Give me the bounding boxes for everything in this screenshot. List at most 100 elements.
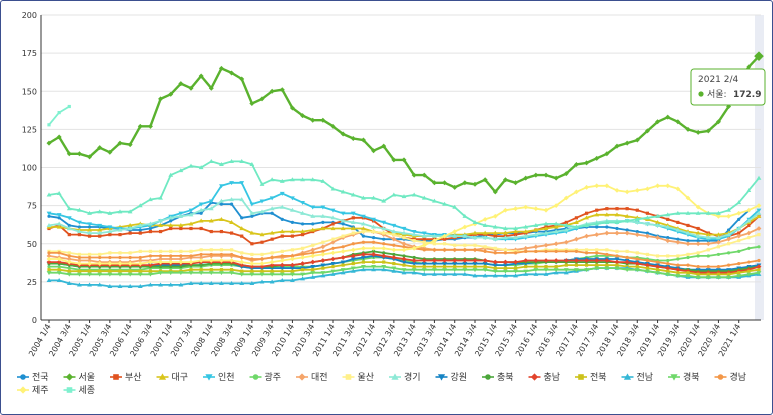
series-line [48,201,750,242]
series-세종-2 [46,159,762,231]
data-point [330,256,336,262]
legend-item[interactable]: 경기 [389,371,421,383]
data-point [533,271,539,276]
data-point [179,226,183,231]
legend-item[interactable]: 경남 [714,371,747,383]
data-point [645,252,650,257]
data-point [198,202,204,207]
y-tick-label: 200 [22,11,37,20]
data-point [371,249,376,253]
data-point [128,251,132,255]
legend-item[interactable]: 제주 [17,385,49,396]
data-point [199,226,203,231]
data-point [483,245,487,249]
data-point [46,192,52,197]
legend-marker [391,373,399,380]
data-point [462,271,468,276]
data-point [199,263,203,267]
data-point [208,271,214,276]
data-point [706,265,710,269]
data-point [624,268,630,273]
data-point [310,274,316,279]
data-point [209,268,213,272]
data-point [260,252,264,257]
data-point [533,258,539,263]
legend-marker [578,374,584,380]
data-point [229,197,234,202]
legend-label: 제주 [32,385,49,396]
data-point [361,252,366,257]
data-point [553,224,559,229]
data-point [615,254,619,258]
data-point [229,159,234,163]
legend-item[interactable]: 광주 [249,371,282,383]
legend-item[interactable]: 충북 [482,372,514,383]
data-point [331,265,335,269]
data-point [199,252,203,257]
data-point [219,216,224,221]
data-point [260,240,264,244]
legend-label: 서울 [79,372,96,383]
data-point [381,220,387,225]
legend-item[interactable]: 강원 [435,372,468,383]
data-point [432,271,437,276]
legend-item[interactable]: 대구 [156,372,189,383]
data-point [523,269,529,274]
legend-item[interactable]: 경북 [668,371,700,383]
data-point [67,104,71,109]
tooltip-value: 172.9 [733,90,761,100]
series-경북 [46,265,762,280]
data-point [259,272,265,277]
data-point [168,282,174,287]
data-point [563,270,569,275]
legend-item[interactable]: 전남 [621,372,654,383]
data-point [421,195,427,200]
legend-item[interactable]: 전북 [575,372,607,383]
data-point [574,189,579,195]
data-point [351,261,355,266]
data-point [401,247,407,253]
legend-label: 전북 [590,372,607,383]
data-point [584,263,589,267]
legend-item[interactable]: 인천 [203,372,235,383]
data-point [67,223,71,228]
data-point [553,241,559,247]
data-point [624,189,630,195]
data-point [605,263,609,267]
legend-item[interactable]: 부산 [110,372,142,383]
data-point [695,210,701,215]
data-point [442,268,447,273]
data-point [97,227,103,232]
data-point [188,271,194,276]
data-point [533,206,539,212]
data-point [148,282,153,287]
data-point [564,249,568,253]
data-point [482,268,488,273]
data-point [695,204,701,210]
data-point [685,274,691,279]
legend-item[interactable]: 울산 [342,372,375,383]
data-point [321,266,325,270]
data-point [543,242,549,248]
data-point [118,269,122,273]
data-point [737,231,741,235]
data-point [269,177,275,182]
data-point [411,268,417,273]
legend-item[interactable]: 대전 [296,372,328,383]
data-point [208,85,214,91]
data-point [259,199,265,204]
data-point [594,221,600,226]
legend-item[interactable]: 세종 [63,385,96,396]
data-point [574,258,579,263]
legend-item[interactable]: 서울 [63,372,96,383]
legend-item[interactable]: 충남 [528,372,561,383]
data-point [655,271,660,276]
data-point [279,204,285,209]
data-point [250,252,254,257]
legend-marker [298,373,306,381]
data-point [625,249,629,253]
data-point [189,226,193,231]
legend-item[interactable]: 전국 [17,372,49,383]
data-point [523,233,529,238]
data-point [442,237,447,241]
